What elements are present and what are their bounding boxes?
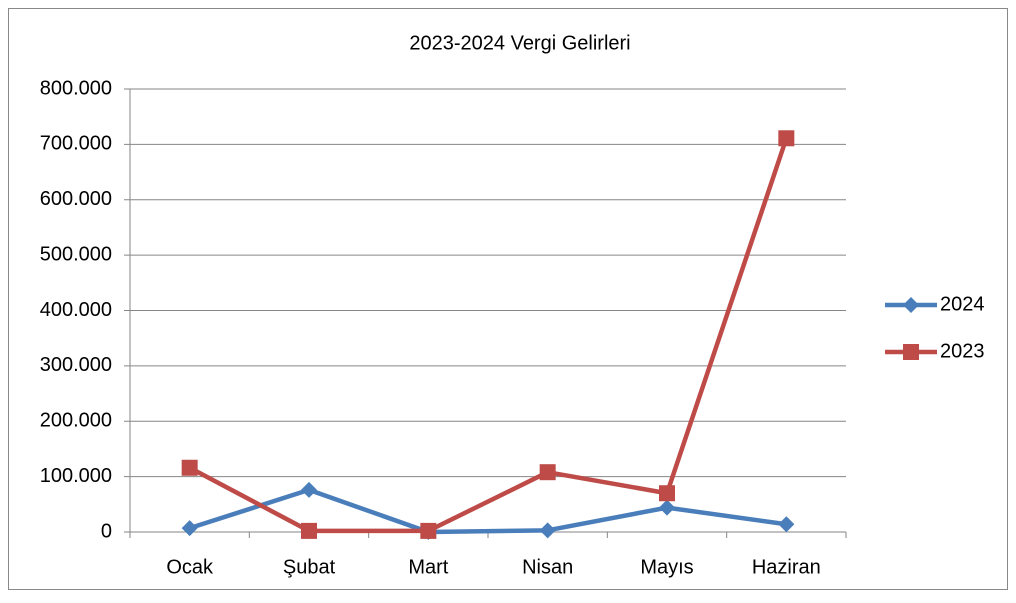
- x-tick-label: Şubat: [283, 556, 336, 578]
- series-line: [188, 487, 787, 535]
- y-tick-label: 500.000: [40, 243, 112, 265]
- legend-marker: [903, 344, 919, 360]
- y-tick-label: 800.000: [40, 77, 112, 99]
- legend-marker: [903, 297, 919, 313]
- x-tick-label: Ocak: [166, 556, 214, 578]
- data-point: [181, 520, 198, 537]
- legend-label: 2023: [940, 340, 985, 362]
- y-tick-label: 100.000: [40, 465, 112, 487]
- y-tick-label: 300.000: [40, 354, 112, 376]
- y-tick-label: 200.000: [40, 410, 112, 432]
- legend-label: 2024: [940, 293, 985, 315]
- chart-title: 2023-2024 Vergi Gelirleri: [409, 32, 630, 54]
- chart-frame: [8, 8, 1008, 590]
- data-point: [659, 499, 675, 516]
- y-tick-label: 400.000: [40, 299, 112, 321]
- x-tick-label: Haziran: [752, 556, 821, 578]
- data-point: [778, 516, 795, 533]
- data-point: [301, 522, 317, 539]
- y-tick-label: 600.000: [40, 188, 112, 210]
- y-tick-label: 0: [101, 520, 112, 542]
- data-point: [301, 481, 317, 498]
- data-point: [181, 459, 198, 476]
- series-line: [188, 137, 789, 534]
- data-point: [659, 485, 675, 502]
- data-point: [778, 130, 795, 147]
- x-tick-label: Mayıs: [640, 556, 693, 578]
- y-tick-label: 700.000: [40, 133, 112, 155]
- data-point: [539, 464, 556, 481]
- x-tick-label: Mart: [408, 556, 448, 578]
- data-point: [539, 522, 556, 539]
- data-point: [420, 522, 437, 539]
- x-tick-label: Nisan: [522, 556, 573, 578]
